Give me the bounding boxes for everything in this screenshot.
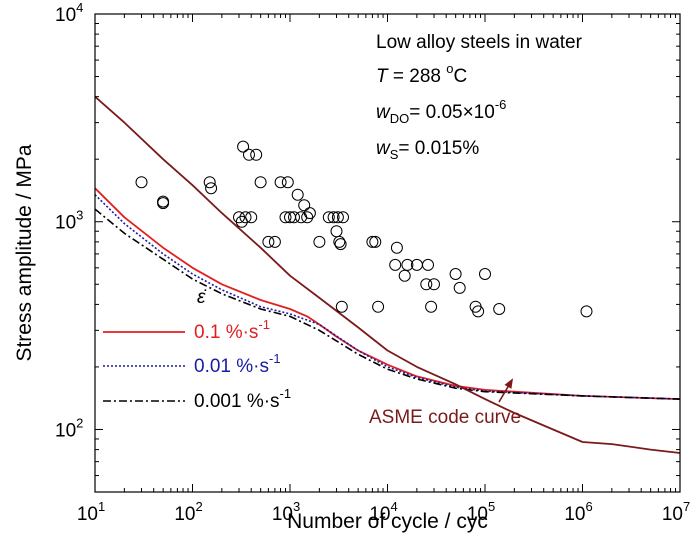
- scatter-point: [425, 300, 438, 313]
- x-tick-label: 101: [77, 499, 105, 525]
- scatter-point: [313, 235, 326, 248]
- legend-label: 0.1 %·s-1: [194, 317, 270, 343]
- annotation-line-1: Low alloy steels in water: [376, 32, 583, 53]
- series-line-0: [95, 96, 680, 454]
- axes-layer: [94, 13, 681, 493]
- x-tick-label: 106: [564, 499, 592, 525]
- scatter-point: [449, 268, 462, 280]
- scatter-point: [203, 176, 216, 189]
- plot-data-layer: [95, 96, 680, 454]
- annotation-sulfur: wS= 0.015%: [376, 138, 479, 162]
- scatter-point: [254, 176, 267, 189]
- scatter-point: [333, 235, 346, 248]
- scatter-point: [327, 211, 340, 224]
- scatter-point: [322, 211, 335, 224]
- x-tick-label: 102: [174, 499, 202, 525]
- scatter-point: [205, 182, 218, 195]
- scatter-point: [157, 197, 170, 210]
- legend-symbol: ε̇: [197, 287, 206, 308]
- scatter-point: [245, 211, 258, 224]
- scatter-point: [453, 281, 466, 294]
- x-tick-label: 105: [467, 499, 495, 525]
- scatter-point: [401, 258, 414, 271]
- annotation-dissolved-oxygen: wDO= 0.05×10-6: [376, 97, 506, 126]
- scatter-point: [281, 176, 294, 189]
- series-line-1: [95, 187, 680, 400]
- scatter-point: [135, 176, 148, 189]
- series-line-2: [95, 194, 680, 400]
- scatter-point: [274, 176, 287, 189]
- scatter-point: [303, 207, 316, 220]
- asme-label: ASME code curve: [369, 407, 521, 428]
- y-tick-label: 103: [55, 208, 83, 234]
- scatter-point: [239, 211, 252, 224]
- scatter-point: [301, 211, 314, 224]
- x-tick-label: 103: [272, 499, 300, 525]
- scatter-point: [428, 278, 440, 291]
- scatter-point: [279, 211, 292, 224]
- y-tick-label: 104: [55, 0, 83, 26]
- x-axis-title: Number of cycle / cyc: [287, 510, 488, 533]
- scatter-point: [295, 211, 308, 224]
- scatter-point: [331, 211, 344, 224]
- scatter-point: [580, 305, 593, 318]
- scatter-point: [366, 235, 379, 248]
- scatter-point: [288, 211, 300, 224]
- scatter-point: [330, 225, 343, 238]
- annotation-temperature: T = 288 oC: [376, 61, 467, 87]
- scatter-point: [262, 235, 275, 248]
- scatter-point: [243, 148, 255, 161]
- scatter-point: [237, 140, 250, 153]
- scatter-point: [479, 268, 491, 280]
- scatter-point: [390, 241, 403, 254]
- scatter-point: [493, 303, 506, 315]
- scatter-point: [398, 269, 411, 282]
- asme-arrow: [498, 378, 514, 403]
- scatter-point: [372, 300, 385, 313]
- x-tick-label: 104: [369, 499, 397, 525]
- scatter-point: [389, 258, 402, 271]
- scatter-point: [420, 278, 433, 291]
- scatter-point: [291, 188, 304, 201]
- series-line-3: [95, 208, 680, 400]
- scatter-point: [334, 238, 347, 251]
- legend-label: 0.01 %·s-1: [194, 351, 281, 377]
- legend-label: 0.001 %·s-1: [194, 386, 291, 412]
- scatter-point: [335, 300, 348, 313]
- plot-area: [95, 96, 680, 454]
- scatter-point: [472, 305, 485, 318]
- scatter-point: [250, 148, 263, 161]
- scatter-point: [268, 235, 281, 248]
- scatter-point: [298, 199, 311, 212]
- scatter-point: [337, 211, 349, 224]
- y-axis-title: Stress amplitude / MPa: [13, 144, 36, 361]
- scatter-point: [369, 235, 382, 248]
- scatter-point: [422, 258, 434, 271]
- y-tick-label: 102: [55, 415, 83, 441]
- x-tick-label: 107: [662, 499, 690, 525]
